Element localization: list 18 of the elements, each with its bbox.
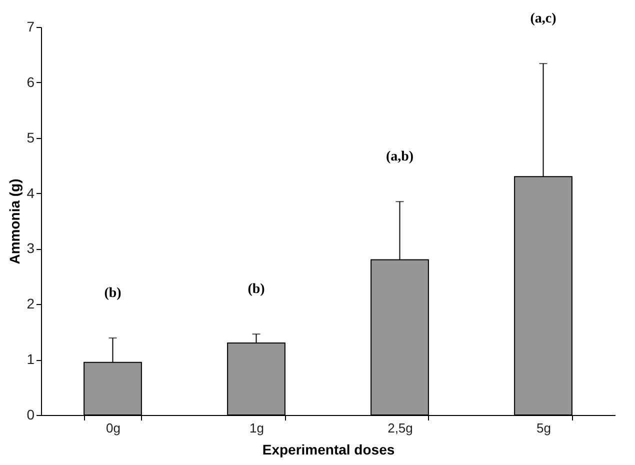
- annotation: (b): [104, 286, 122, 301]
- y-tick-label: 3: [26, 240, 35, 256]
- y-tick-label: 5: [26, 129, 35, 146]
- y-axis-title: Ammonia (g): [6, 178, 23, 264]
- y-tick-label: 7: [26, 18, 35, 34]
- x-tick-label: 0g: [106, 420, 120, 436]
- annotation: (a,b): [386, 150, 414, 165]
- text: (a,c): [530, 12, 557, 27]
- y-tick-label: 6: [26, 74, 35, 90]
- y-tick-label: 1: [26, 351, 35, 368]
- x-tick-label: 2,5g: [388, 420, 413, 436]
- y-tick-label: 2: [26, 296, 35, 312]
- x-axis-title: Experimental doses: [262, 442, 395, 458]
- y-tick-label: 4: [26, 184, 35, 201]
- annotation: (b): [248, 282, 266, 298]
- x-tick-label: 5g: [536, 420, 551, 436]
- x-tick-label: 1g: [250, 420, 264, 436]
- y-tick-label: 0: [26, 406, 35, 422]
